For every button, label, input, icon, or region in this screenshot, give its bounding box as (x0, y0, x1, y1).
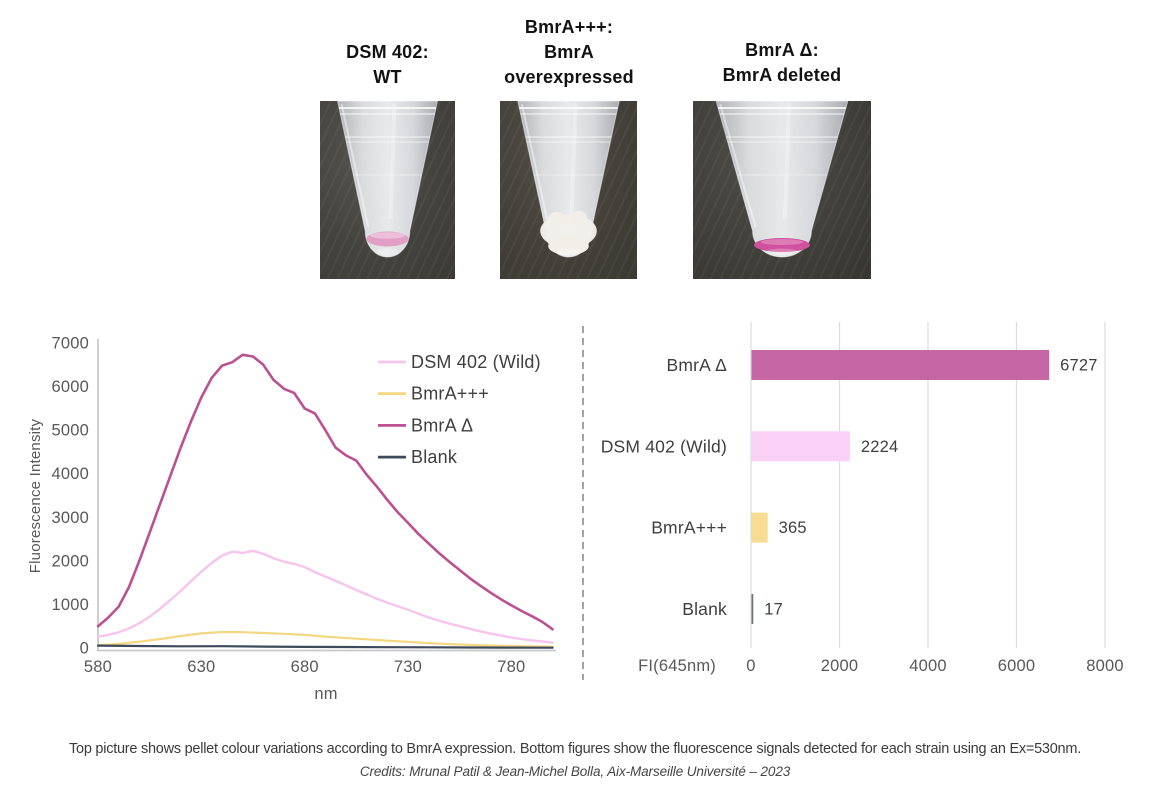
tube-highlight (783, 102, 791, 220)
y-axis-title: Fluorescence Intensity (27, 418, 44, 573)
y-tick-label: 5000 (51, 422, 89, 440)
legend-label-bmra: BmrA+++ (411, 384, 489, 404)
category-label-blank: Blank (682, 599, 727, 619)
x-tick-label: 680 (291, 658, 319, 676)
x-tick-label: 730 (394, 658, 422, 676)
tube-photo-bmra-overexpressed (500, 101, 637, 279)
series-line-bmra (96, 353, 554, 631)
fluorescence-spectrum-line-chart: 0 1000 2000 3000 4000 5000 6000 7000 580 630 680 73… (27, 335, 556, 703)
tube-title-line: BmrA deleted (722, 65, 842, 85)
tube-title-dsm402: DSM 402: WT (305, 40, 470, 90)
y-tick-label: 0 (80, 640, 89, 658)
value-label-dsm-402-wild: 2224 (861, 438, 899, 456)
series-line-blank (96, 644, 554, 649)
tube-body (715, 101, 849, 258)
pellet-sheen (760, 239, 804, 245)
tube-drawing (337, 101, 438, 258)
pellet (570, 211, 587, 223)
figure-caption: Top picture shows pellet colour variatio… (0, 741, 1150, 779)
category-label-dsm-402-wild: DSM 402 (Wild) (601, 436, 727, 456)
tube-title-bmra-deleted: BmrA Δ: BmrA deleted (683, 38, 881, 88)
x-tick-label: 8000 (1086, 657, 1124, 675)
bar-dsm-402-wild (751, 431, 850, 462)
legend-label-blank: Blank (411, 447, 458, 467)
pellet (548, 212, 567, 226)
bar-bmra (751, 512, 768, 543)
tube-highlight (520, 103, 550, 228)
pellet (366, 231, 409, 247)
legend-label-dsm-402-wild: DSM 402 (Wild) (411, 352, 541, 372)
x-axis-title: nm (314, 685, 337, 703)
value-label-blank: 17 (764, 600, 783, 618)
x-tick-label: 780 (497, 658, 525, 676)
tube-highlight (340, 103, 370, 228)
x-axis-title: FI(645nm) (638, 657, 716, 675)
tube-highlight (388, 102, 397, 220)
tube-highlight (569, 102, 578, 220)
tube-tip-highlight (556, 248, 581, 256)
x-tick-label: 4000 (909, 657, 947, 675)
bar-blank (751, 593, 754, 624)
legend-label-bmra: BmrA Δ (411, 415, 473, 435)
y-tick-label: 4000 (51, 465, 89, 483)
y-tick-label: 1000 (51, 596, 89, 614)
y-tick-label: 6000 (51, 378, 89, 396)
tube-title-line: DSM 402: (346, 42, 429, 62)
pellet (754, 238, 810, 252)
series-line-bmra (96, 630, 554, 648)
tube-title-line: WT (373, 67, 402, 87)
tube-title-line: BmrA (544, 42, 594, 62)
caption-text: Top picture shows pellet colour variatio… (69, 741, 1081, 757)
pellet (548, 237, 589, 255)
x-tick-label: 630 (187, 658, 215, 676)
tube-title-bmra-overexpressed: BmrA+++: BmrA overexpressed (478, 15, 660, 90)
x-tick-label: 6000 (998, 657, 1036, 675)
tube-tip-highlight (375, 248, 400, 256)
fluorescence-bar-chart: BmrA Δ 6727 DSM 402 (Wild) 2224 BmrA+++ 365 Bl… (601, 322, 1124, 675)
bar-bmra (751, 350, 1050, 380)
dashed-divider-line (582, 326, 584, 680)
caption-credits: Credits: Mrunal Patil & Jean-Michel Boll… (359, 764, 791, 779)
tube-tip-highlight (765, 248, 799, 256)
tube-title-line: BmrA+++: (524, 17, 614, 37)
value-label-bmra: 365 (779, 519, 807, 537)
y-tick-label: 2000 (51, 552, 89, 570)
value-label-bmra: 6727 (1060, 357, 1098, 375)
pellet-sheen (370, 232, 405, 239)
x-tick-label: 0 (746, 657, 755, 675)
tube-drawing (715, 101, 849, 258)
category-label-bmra: BmrA+++ (651, 518, 727, 538)
y-tick-label: 3000 (51, 509, 89, 527)
y-tick-label: 7000 (51, 335, 89, 353)
tube-photo-bmra-deleted (693, 101, 871, 279)
tube-title-line: BmrA Δ: (745, 40, 819, 60)
tube-highlight (719, 103, 757, 228)
category-label-bmra: BmrA Δ (666, 355, 727, 375)
x-tick-label: 2000 (821, 657, 859, 675)
tube-drawing (517, 101, 620, 258)
tube-title-line: overexpressed (504, 67, 634, 87)
tube-photo-dsm402-wt (320, 101, 455, 279)
series-line-dsm-402-wild (96, 549, 554, 644)
x-tick-label: 580 (84, 658, 112, 676)
